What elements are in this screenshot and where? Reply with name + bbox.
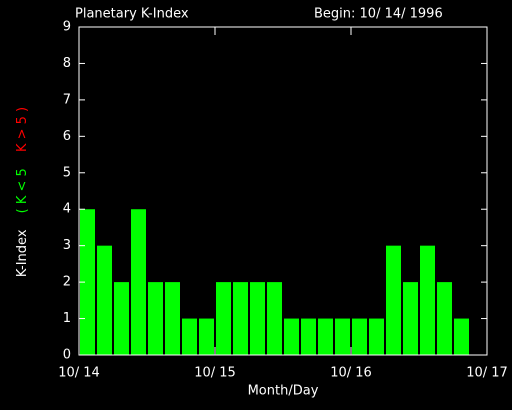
bar (420, 245, 435, 355)
plot-frame (78, 26, 488, 356)
chart-subtitle: Begin: 10/ 14/ 1996 (314, 7, 443, 22)
bar (335, 318, 350, 355)
y-tick-label: 2 (63, 275, 71, 290)
y-tick-label: 7 (63, 92, 71, 107)
y-tick-label: 0 (63, 348, 71, 363)
bar (233, 282, 248, 355)
bar (318, 318, 333, 355)
y-tick-label: 3 (63, 238, 71, 253)
bar (250, 282, 265, 355)
bar (216, 282, 231, 355)
x-tick-label: 10/ 16 (330, 366, 372, 381)
y-tick-label: 6 (63, 129, 71, 144)
y-tick-label: 9 (63, 20, 71, 35)
legend-entry: ( K < 5 (15, 168, 30, 213)
x-tick-label: 10/ 15 (194, 366, 236, 381)
y-tick-label: 5 (63, 165, 71, 180)
bar (454, 318, 469, 355)
bar (352, 318, 367, 355)
x-axis-label: Month/Day (248, 384, 319, 399)
bar (267, 282, 282, 355)
bar (114, 282, 129, 355)
bar (386, 245, 401, 355)
y-tick-label: 8 (63, 56, 71, 71)
bar (437, 282, 452, 355)
bar (182, 318, 197, 355)
bar (199, 318, 214, 355)
legend-entry: K > 5 ) (15, 107, 30, 152)
y-tick-label: 1 (63, 311, 71, 326)
bar (284, 318, 299, 355)
chart-title: Planetary K-Index (75, 7, 189, 22)
bar (369, 318, 384, 355)
bar (131, 209, 146, 355)
bar (148, 282, 163, 355)
bar (403, 282, 418, 355)
bar (97, 245, 112, 355)
y-tick-label: 4 (63, 202, 71, 217)
x-tick-label: 10/ 17 (466, 366, 508, 381)
bar (301, 318, 316, 355)
bar (165, 282, 180, 355)
x-tick-label: 10/ 14 (58, 366, 100, 381)
y-axis-label: K-Index ( K < 5 K > 5 ) (15, 107, 30, 277)
y-label-text: K-Index (15, 229, 30, 277)
